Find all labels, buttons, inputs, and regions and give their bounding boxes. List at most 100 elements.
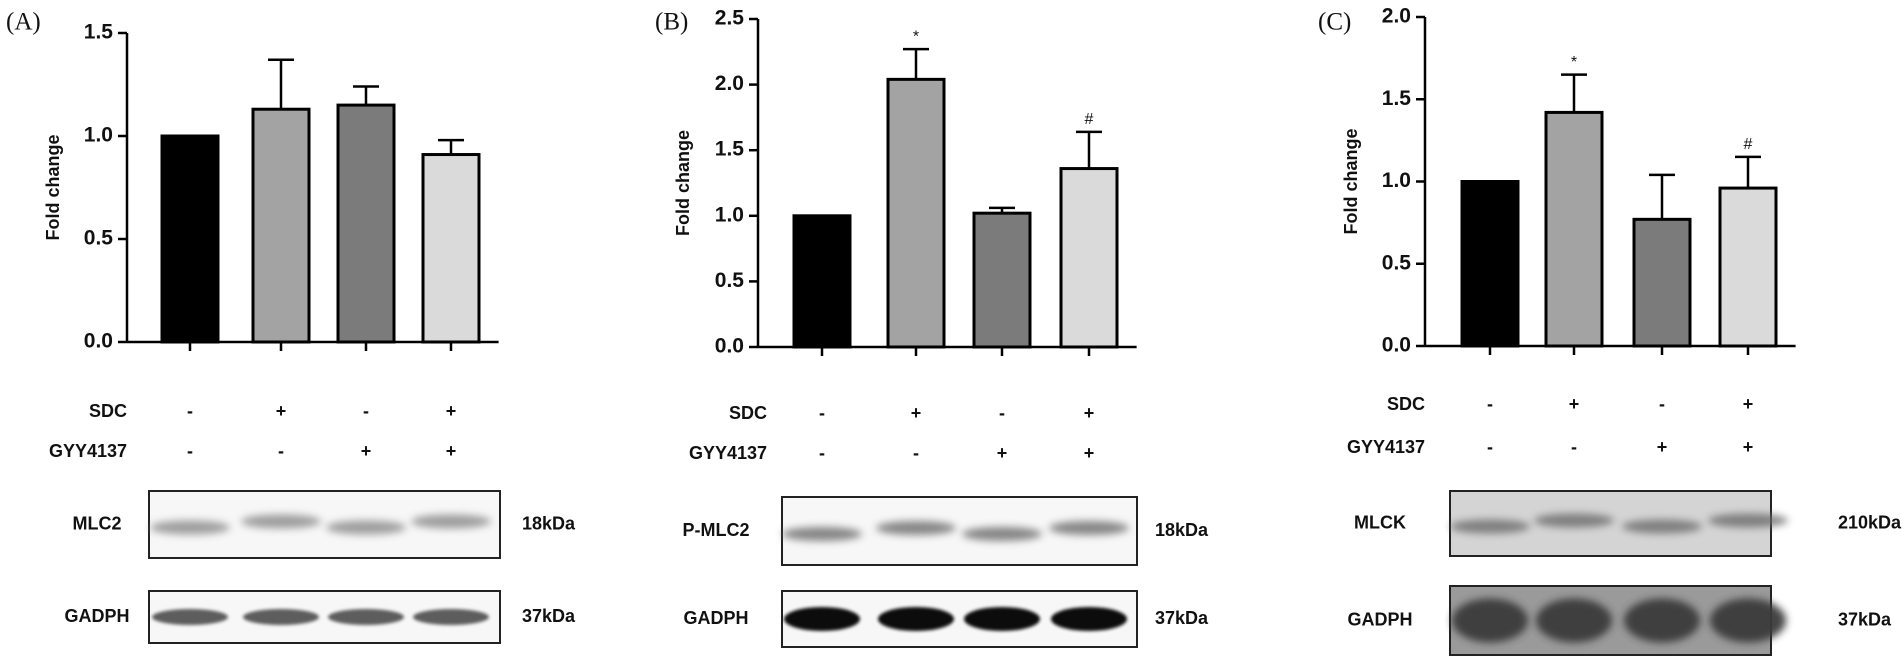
condition-sign: -: [278, 441, 284, 461]
bar: [1632, 217, 1692, 348]
y-axis-label: Fold change: [43, 134, 63, 240]
molecular-weight: 37kDa: [522, 606, 576, 626]
y-tick-label: 0.5: [84, 227, 114, 250]
blot-band: [962, 527, 1042, 541]
blot-band: [964, 607, 1040, 631]
protein-label: GADPH: [683, 608, 748, 628]
blot-band: [1622, 519, 1702, 534]
blot-band: [1534, 513, 1614, 528]
panel-label: (C): [1318, 9, 1351, 36]
condition-label: GYY4137: [49, 441, 127, 461]
condition-sign: +: [911, 403, 922, 423]
blot-band: [1708, 513, 1788, 528]
bar: [1460, 180, 1520, 348]
condition-sign: -: [1571, 437, 1577, 457]
condition-label: SDC: [729, 403, 767, 423]
bar: [251, 107, 311, 344]
bar: [1544, 110, 1604, 348]
molecular-weight: 37kDa: [1838, 609, 1892, 629]
condition-sign: -: [363, 401, 369, 421]
panel-label: (A): [6, 9, 41, 36]
blot-band: [1450, 519, 1530, 534]
protein-label: MLC2: [73, 513, 122, 533]
condition-label: SDC: [1387, 394, 1425, 414]
blot-band: [782, 527, 862, 541]
significance-marker: #: [1744, 136, 1753, 153]
condition-sign: -: [999, 403, 1005, 423]
y-tick-label: 0.0: [84, 330, 113, 353]
significance-marker: *: [913, 28, 919, 45]
condition-sign: +: [1743, 437, 1754, 457]
condition-sign: +: [1743, 394, 1754, 414]
blot-band: [1536, 598, 1612, 643]
condition-sign: +: [361, 441, 372, 461]
condition-sign: -: [913, 443, 919, 463]
condition-sign: +: [1084, 443, 1095, 463]
y-tick-label: 1.0: [84, 124, 113, 147]
condition-sign: -: [1659, 394, 1665, 414]
y-tick-label: 1.5: [84, 21, 114, 44]
blot-band: [152, 609, 228, 625]
condition-label: GYY4137: [689, 443, 767, 463]
y-tick-label: 0.5: [1382, 251, 1412, 274]
bar: [792, 214, 852, 349]
condition-sign: -: [187, 401, 193, 421]
y-tick-label: 1.5: [715, 138, 745, 161]
bar: [421, 153, 481, 344]
molecular-weight: 37kDa: [1155, 608, 1209, 628]
condition-sign: +: [1569, 394, 1580, 414]
panel-label: (B): [655, 9, 688, 36]
condition-sign: -: [187, 441, 193, 461]
bar: [160, 134, 220, 344]
blot-band: [876, 521, 956, 535]
molecular-weight: 18kDa: [1155, 520, 1209, 540]
condition-sign: +: [446, 441, 457, 461]
molecular-weight: 210kDa: [1838, 512, 1902, 532]
blot-band: [1624, 598, 1700, 643]
condition-sign: +: [997, 443, 1008, 463]
condition-sign: +: [1084, 403, 1095, 423]
condition-sign: -: [819, 403, 825, 423]
bar: [1718, 186, 1778, 348]
y-tick-label: 1.0: [715, 203, 744, 226]
protein-label: GADPH: [1347, 609, 1412, 629]
bar: [972, 211, 1032, 349]
y-tick-label: 1.0: [1382, 169, 1411, 192]
condition-label: SDC: [89, 401, 127, 421]
y-tick-label: 0.0: [1382, 334, 1411, 357]
bar: [886, 77, 946, 349]
y-tick-label: 2.0: [715, 72, 744, 95]
blot-band: [413, 609, 489, 625]
blot-band: [241, 514, 321, 529]
bar: [1059, 167, 1119, 349]
blot-band: [1051, 607, 1127, 631]
protein-label: MLCK: [1354, 512, 1406, 532]
y-tick-label: 2.5: [715, 7, 745, 30]
blot-band: [411, 514, 491, 529]
y-axis-label: Fold change: [1341, 128, 1361, 234]
condition-sign: +: [1657, 437, 1668, 457]
bar: [336, 103, 396, 344]
blot-band: [878, 607, 954, 631]
condition-sign: +: [276, 401, 287, 421]
condition-label: GYY4137: [1347, 437, 1425, 457]
condition-sign: +: [446, 401, 457, 421]
significance-marker: #: [1085, 111, 1094, 128]
y-tick-label: 0.5: [715, 269, 745, 292]
molecular-weight: 18kDa: [522, 513, 576, 533]
y-axis-label: Fold change: [673, 130, 693, 236]
condition-sign: -: [819, 443, 825, 463]
blot-band: [150, 520, 230, 535]
condition-sign: -: [1487, 437, 1493, 457]
protein-label: GADPH: [64, 606, 129, 626]
y-tick-label: 1.5: [1382, 87, 1412, 110]
blot-band: [328, 609, 404, 625]
protein-label: P-MLC2: [683, 520, 750, 540]
y-tick-label: 2.0: [1382, 5, 1411, 28]
blot-band: [243, 609, 319, 625]
blot-band: [1049, 521, 1129, 535]
y-tick-label: 0.0: [715, 335, 744, 358]
significance-marker: *: [1571, 54, 1577, 71]
blot-band: [1710, 598, 1786, 643]
